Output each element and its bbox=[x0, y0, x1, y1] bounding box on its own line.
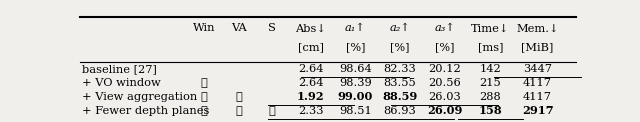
Text: 82.33: 82.33 bbox=[383, 64, 416, 74]
Text: [ms]: [ms] bbox=[477, 42, 503, 52]
Text: ✓: ✓ bbox=[200, 106, 207, 116]
Text: baseline [27]: baseline [27] bbox=[83, 64, 157, 74]
Text: 99.00: 99.00 bbox=[337, 91, 373, 102]
Text: 98.39: 98.39 bbox=[339, 78, 372, 88]
Text: a₂↑: a₂↑ bbox=[390, 23, 410, 33]
Text: 2.64: 2.64 bbox=[298, 64, 323, 74]
Text: ✓: ✓ bbox=[269, 106, 276, 116]
Text: 83.55: 83.55 bbox=[383, 78, 416, 88]
Text: [%]: [%] bbox=[390, 42, 410, 52]
Text: Win: Win bbox=[193, 23, 215, 33]
Text: 2917: 2917 bbox=[522, 105, 554, 116]
Text: S: S bbox=[268, 23, 276, 33]
Text: 1.92: 1.92 bbox=[297, 91, 324, 102]
Text: 288: 288 bbox=[479, 92, 501, 102]
Text: a₃↑: a₃↑ bbox=[434, 23, 455, 33]
Text: 2.33: 2.33 bbox=[298, 106, 323, 116]
Text: 2.64: 2.64 bbox=[298, 78, 323, 88]
Text: 215: 215 bbox=[479, 78, 501, 88]
Text: + Fewer depth planes: + Fewer depth planes bbox=[83, 106, 210, 116]
Text: VA: VA bbox=[231, 23, 246, 33]
Text: 142: 142 bbox=[479, 64, 501, 74]
Text: ✓: ✓ bbox=[200, 78, 207, 88]
Text: 20.12: 20.12 bbox=[428, 64, 461, 74]
Text: ✓: ✓ bbox=[200, 92, 207, 102]
Text: [%]: [%] bbox=[435, 42, 454, 52]
Text: 86.93: 86.93 bbox=[383, 106, 416, 116]
Text: 3447: 3447 bbox=[523, 64, 552, 74]
Text: 26.09: 26.09 bbox=[427, 105, 462, 116]
Text: 4117: 4117 bbox=[523, 78, 552, 88]
Text: + VO window: + VO window bbox=[83, 78, 161, 88]
Text: Time↓: Time↓ bbox=[471, 23, 509, 33]
Text: Abs↓: Abs↓ bbox=[295, 23, 326, 33]
Text: 98.51: 98.51 bbox=[339, 106, 372, 116]
Text: 88.59: 88.59 bbox=[382, 91, 417, 102]
Text: [cm]: [cm] bbox=[298, 42, 324, 52]
Text: [MiB]: [MiB] bbox=[522, 42, 554, 52]
Text: [%]: [%] bbox=[346, 42, 365, 52]
Text: 20.56: 20.56 bbox=[428, 78, 461, 88]
Text: 158: 158 bbox=[479, 105, 502, 116]
Text: ✓: ✓ bbox=[236, 92, 242, 102]
Text: 26.03: 26.03 bbox=[428, 92, 461, 102]
Text: 98.64: 98.64 bbox=[339, 64, 372, 74]
Text: a₁↑: a₁↑ bbox=[345, 23, 365, 33]
Text: + View aggregation: + View aggregation bbox=[83, 92, 198, 102]
Text: 4117: 4117 bbox=[523, 92, 552, 102]
Text: ✓: ✓ bbox=[236, 106, 242, 116]
Text: Mem.↓: Mem.↓ bbox=[516, 23, 559, 33]
